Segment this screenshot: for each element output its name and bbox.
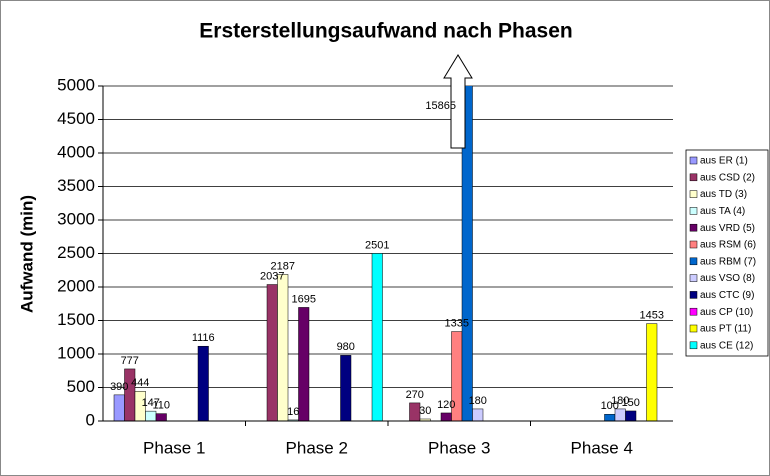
legend-box — [685, 149, 769, 357]
legend-label: aus CSD (2) — [700, 172, 755, 183]
bar — [625, 410, 637, 422]
data-label: 180 — [469, 395, 487, 407]
y-axis-title: Aufwand (min) — [17, 195, 36, 313]
legend-swatch — [689, 324, 698, 333]
bar — [340, 355, 352, 422]
data-label: 150 — [622, 397, 640, 409]
x-tick-label: Phase 1 — [143, 438, 205, 457]
chart-title: Ersterstellungsaufwand nach Phasen — [199, 20, 572, 43]
bar — [298, 307, 310, 422]
data-label: 980 — [337, 341, 355, 353]
bar — [266, 284, 278, 422]
data-label: 180 — [611, 395, 629, 407]
y-tick-label: 4000 — [57, 142, 95, 161]
bar — [472, 408, 484, 422]
data-label: 1453 — [640, 310, 664, 322]
bar — [371, 253, 383, 422]
legend-label: aus RBM (7) — [700, 256, 756, 267]
x-tick-label: Phase 4 — [571, 438, 633, 457]
legend-label: aus CE (12) — [700, 340, 753, 351]
y-tick-label: 5000 — [57, 75, 95, 94]
y-tick-label: 1500 — [57, 310, 95, 329]
bar — [440, 412, 452, 422]
data-label: 2501 — [365, 239, 389, 251]
bar — [604, 414, 616, 422]
data-label: 270 — [406, 389, 424, 401]
x-tick-label: Phase 2 — [286, 438, 348, 457]
legend-swatch — [689, 207, 698, 215]
legend-swatch — [689, 274, 698, 282]
legend-label: aus ER (1) — [700, 156, 748, 167]
legend-label: aus VRD (5) — [700, 223, 755, 234]
data-label: 390 — [110, 381, 128, 393]
y-tick-label: 3000 — [57, 209, 95, 228]
bar — [145, 410, 157, 422]
data-label: 444 — [131, 377, 149, 389]
data-label: 777 — [121, 355, 139, 367]
data-label: 2037 — [260, 270, 284, 282]
legend-swatch — [689, 257, 698, 266]
legend-swatch — [689, 291, 698, 299]
legend-label: aus CTC (9) — [700, 290, 754, 301]
y-tick-label: 4500 — [57, 109, 95, 128]
legend-label: aus TA (4) — [700, 206, 745, 217]
x-tick-label: Phase 3 — [428, 438, 490, 457]
plot-area — [98, 85, 673, 426]
legend-label: aus PT (11) — [700, 324, 751, 335]
overflow-arrow — [443, 54, 473, 149]
data-label: 15865 — [425, 100, 456, 112]
data-label: 1335 — [445, 317, 469, 329]
legend-swatch — [689, 341, 698, 350]
legend-swatch — [689, 223, 698, 232]
data-label: 120 — [437, 399, 455, 411]
y-tick-label: 1000 — [57, 343, 95, 362]
legend-label: aus VSO (8) — [700, 273, 755, 284]
y-tick-label: 2500 — [57, 243, 95, 262]
data-label: 30 — [419, 405, 431, 417]
legend-swatch — [689, 190, 698, 198]
bar — [113, 394, 125, 422]
bar — [197, 345, 209, 422]
data-label: 1695 — [292, 293, 316, 305]
data-label: 100 — [601, 400, 619, 412]
y-tick-label: 2000 — [57, 276, 95, 295]
legend-swatch — [689, 156, 698, 165]
legend-label: aus RSM (6) — [700, 240, 756, 251]
data-label: 110 — [152, 400, 170, 412]
data-label: 16 — [287, 406, 299, 418]
legend-swatch — [689, 307, 698, 316]
data-label: 2187 — [271, 260, 295, 272]
legend-swatch — [689, 240, 698, 249]
bar — [646, 323, 658, 422]
legend-swatch — [689, 173, 698, 182]
data-label: 1116 — [192, 332, 215, 344]
data-label: 147 — [142, 397, 160, 409]
y-tick-label: 0 — [86, 410, 95, 429]
y-tick-label: 500 — [67, 377, 95, 396]
y-tick-label: 3500 — [57, 176, 95, 195]
bar — [155, 413, 167, 422]
legend-label: aus CP (10) — [700, 307, 753, 318]
bar — [277, 274, 289, 422]
legend-label: aus TD (3) — [700, 189, 747, 200]
